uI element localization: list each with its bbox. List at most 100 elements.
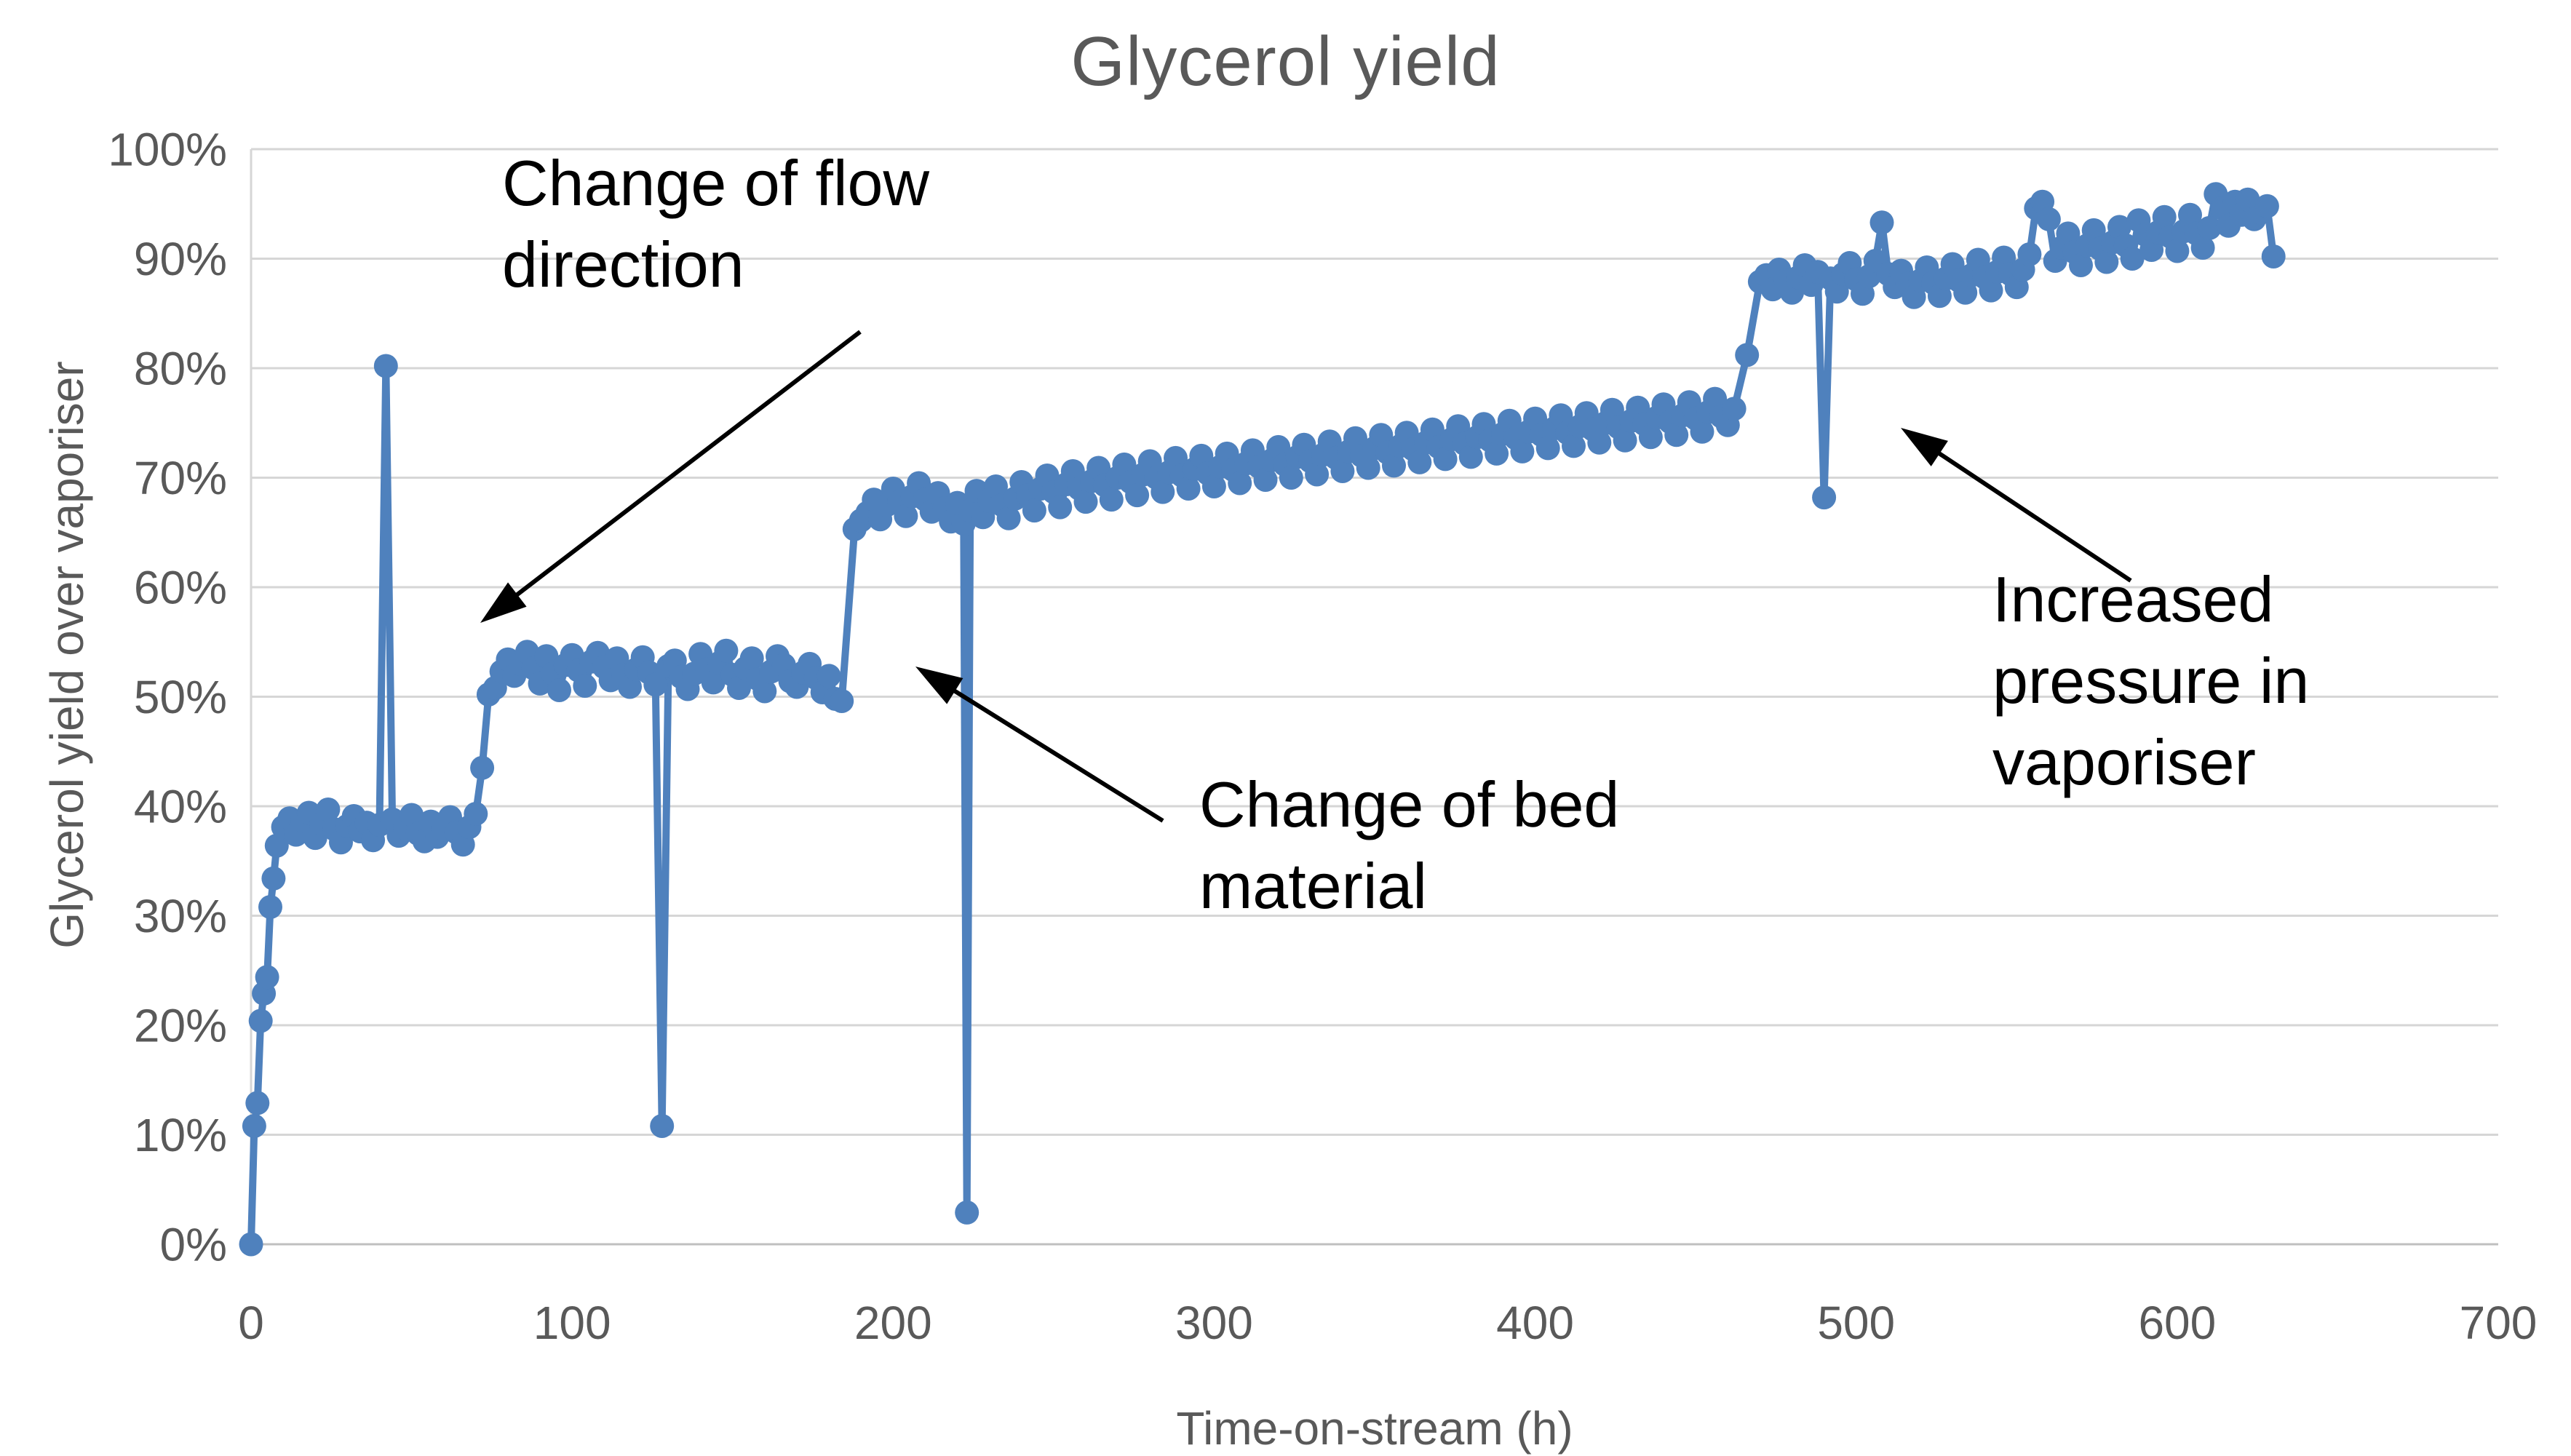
data-point [2107, 215, 2131, 239]
data-point [573, 674, 597, 698]
annotation-line: vaporiser [1992, 726, 2256, 798]
data-point [1587, 430, 1612, 455]
data-point [2165, 239, 2190, 263]
data-point [1356, 456, 1380, 480]
y-tick-label: 0% [160, 1218, 228, 1270]
data-point [727, 676, 751, 700]
data-point [464, 802, 488, 826]
data-point [2094, 250, 2119, 274]
annotation-change-of-flow-direction: Change of flow direction [502, 143, 929, 306]
data-point [1869, 210, 1894, 235]
data-point [2178, 202, 2202, 227]
y-tick-label: 10% [134, 1109, 227, 1161]
annotation-arrowhead [1901, 428, 1948, 466]
data-point [714, 638, 739, 663]
y-tick-label: 80% [134, 342, 227, 394]
data-point [996, 506, 1021, 530]
y-tick-label: 30% [134, 890, 227, 942]
data-point [1073, 490, 1098, 514]
data-point [261, 866, 286, 891]
x-tick-label: 0 [238, 1297, 264, 1349]
annotation-arrowhead [480, 582, 527, 623]
data-point [1562, 434, 1586, 458]
x-tick-label: 600 [2138, 1297, 2216, 1349]
data-point [316, 797, 341, 822]
data-point [701, 670, 726, 695]
data-point [242, 1114, 266, 1138]
data-point [984, 474, 1008, 498]
y-tick-label: 40% [134, 780, 227, 832]
data-point [1253, 468, 1278, 492]
data-point [245, 1091, 270, 1115]
data-point [1099, 488, 1124, 512]
data-point [816, 664, 841, 688]
data-point [894, 504, 918, 528]
data-point [1201, 474, 1226, 498]
data-point [1176, 477, 1201, 501]
data-point [470, 755, 495, 780]
annotation-arrow-line [512, 330, 862, 600]
data-point [2190, 236, 2215, 260]
data-point [643, 672, 668, 697]
data-point [2056, 221, 2081, 246]
annotation-increased-pressure-in-vaporiser: Increased pressure in vaporiser [1992, 559, 2309, 803]
data-point [248, 1009, 273, 1033]
data-point [2197, 215, 2222, 240]
data-point [752, 679, 777, 704]
data-point [1510, 439, 1535, 464]
data-point [1151, 480, 1175, 504]
annotation-arrowhead [915, 667, 963, 704]
data-point [1638, 425, 1663, 450]
data-point [1382, 453, 1406, 478]
data-point [258, 895, 282, 919]
annotation-arrow-line [950, 687, 1164, 823]
data-point [239, 1232, 263, 1257]
data-point [1228, 471, 1252, 496]
data-point [2036, 207, 2061, 231]
data-point [1690, 419, 1714, 444]
x-tick-label: 500 [1817, 1297, 1895, 1349]
y-tick-label: 60% [134, 561, 227, 613]
x-tick-label: 200 [854, 1297, 932, 1349]
data-point [2261, 244, 2286, 268]
annotation-arrow-line [1934, 449, 2132, 583]
annotation-line: Change of flow [502, 147, 930, 219]
series-line [247, 190, 2278, 1248]
data-point [255, 965, 279, 990]
axis-tick-labels: 0% 10% 20% 30% 40% 50% 60% 70% 80% 90% 100% 0 100 200… [108, 123, 2537, 1349]
chart-title: Glycerol yield [1070, 23, 1501, 100]
data-point [1485, 441, 1509, 466]
data-point [650, 1114, 675, 1138]
data-point [739, 646, 764, 671]
data-point [1125, 483, 1150, 508]
data-point [2152, 204, 2177, 229]
data-point [1407, 450, 1432, 474]
annotation-line: direction [502, 228, 744, 301]
data-point [1279, 466, 1303, 490]
data-point [2254, 194, 2279, 218]
data-point [264, 833, 289, 858]
data-point [1330, 459, 1355, 483]
data-point [830, 689, 854, 713]
annotation-line: Increased [1992, 563, 2274, 635]
y-tick-label: 90% [134, 233, 227, 285]
x-axis-title: Time-on-stream (h) [1176, 1402, 1573, 1455]
data-point [1613, 428, 1637, 453]
data-point [1048, 495, 1073, 520]
data-point [1722, 397, 1747, 421]
data-point [1735, 343, 1760, 367]
data-point [373, 354, 398, 378]
annotation-arrows [480, 330, 2132, 823]
data-point [2120, 247, 2145, 271]
data-point [1305, 462, 1330, 487]
data-point [2017, 242, 2042, 266]
data-point [1458, 445, 1483, 469]
data-point [2081, 218, 2106, 242]
data-point [1664, 423, 1689, 447]
x-tick-label: 100 [533, 1297, 611, 1349]
data-point [547, 678, 571, 702]
y-tick-label: 20% [134, 999, 227, 1051]
data-point [2069, 253, 2093, 277]
